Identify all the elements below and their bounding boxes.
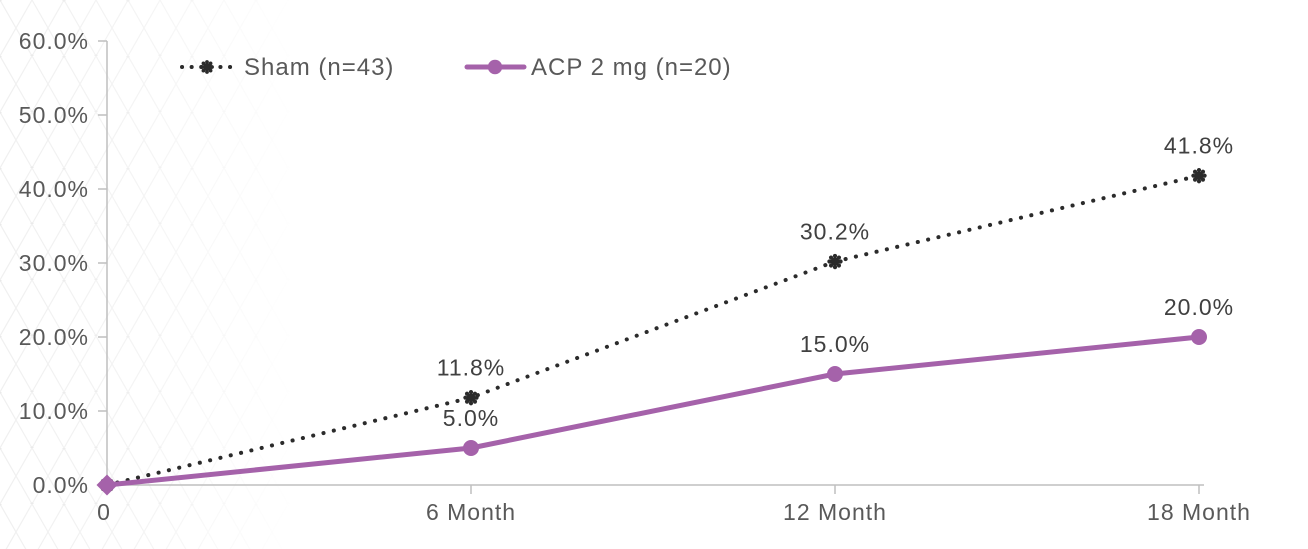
data-point-marker-circle <box>827 366 843 382</box>
data-point-marker-circle <box>463 440 479 456</box>
legend-item-sham-n-43[interactable]: Sham (n=43) <box>180 54 394 81</box>
data-point-marker-circle <box>487 59 503 75</box>
x-tick-label: 0 <box>97 499 111 525</box>
y-tick-label: 40.0% <box>19 176 89 202</box>
series-acp-2-mg-n-20: 5.0% 15.0% 20.0% <box>96 294 1234 496</box>
data-label: 20.0% <box>1164 294 1234 320</box>
data-point-marker-circle <box>1191 329 1207 345</box>
data-point-marker-flower <box>200 60 214 74</box>
data-point-marker-flower <box>1191 167 1207 184</box>
series-line-acp-2-mg-n-20 <box>104 334 1202 488</box>
y-tick-label: 50.0% <box>19 102 89 128</box>
x-tick-label: 18 Month <box>1147 499 1251 525</box>
y-tick-label: 60.0% <box>19 28 89 54</box>
data-point-marker-flower <box>827 253 843 270</box>
data-point-marker-flower <box>463 389 479 406</box>
y-tick-label: 0.0% <box>33 472 89 498</box>
y-tick-label: 10.0% <box>19 398 89 424</box>
legend-item-acp-2-mg-n-20[interactable]: ACP 2 mg (n=20) <box>464 54 732 81</box>
series-line-sham-n-43 <box>105 173 1201 487</box>
data-label: 41.8% <box>1164 133 1234 159</box>
data-label: 11.8% <box>437 355 506 381</box>
data-label: 15.0% <box>800 331 870 357</box>
series-sham-n-43: 11.8% 30.2% 41.8% <box>99 133 1234 493</box>
x-tick-label: 6 Month <box>426 499 516 525</box>
data-label: 30.2% <box>800 219 870 245</box>
x-tick-label: 12 Month <box>783 499 887 525</box>
y-tick-label: 30.0% <box>19 250 89 276</box>
data-label: 5.0% <box>443 405 499 431</box>
data-point-marker-diamond <box>96 474 118 496</box>
background-pattern <box>0 0 320 549</box>
y-tick-label: 20.0% <box>19 324 89 350</box>
legend-label: Sham (n=43) <box>244 54 394 81</box>
legend: Sham (n=43) ACP 2 mg (n=20) <box>180 54 732 81</box>
legend-label: ACP 2 mg (n=20) <box>531 54 732 81</box>
